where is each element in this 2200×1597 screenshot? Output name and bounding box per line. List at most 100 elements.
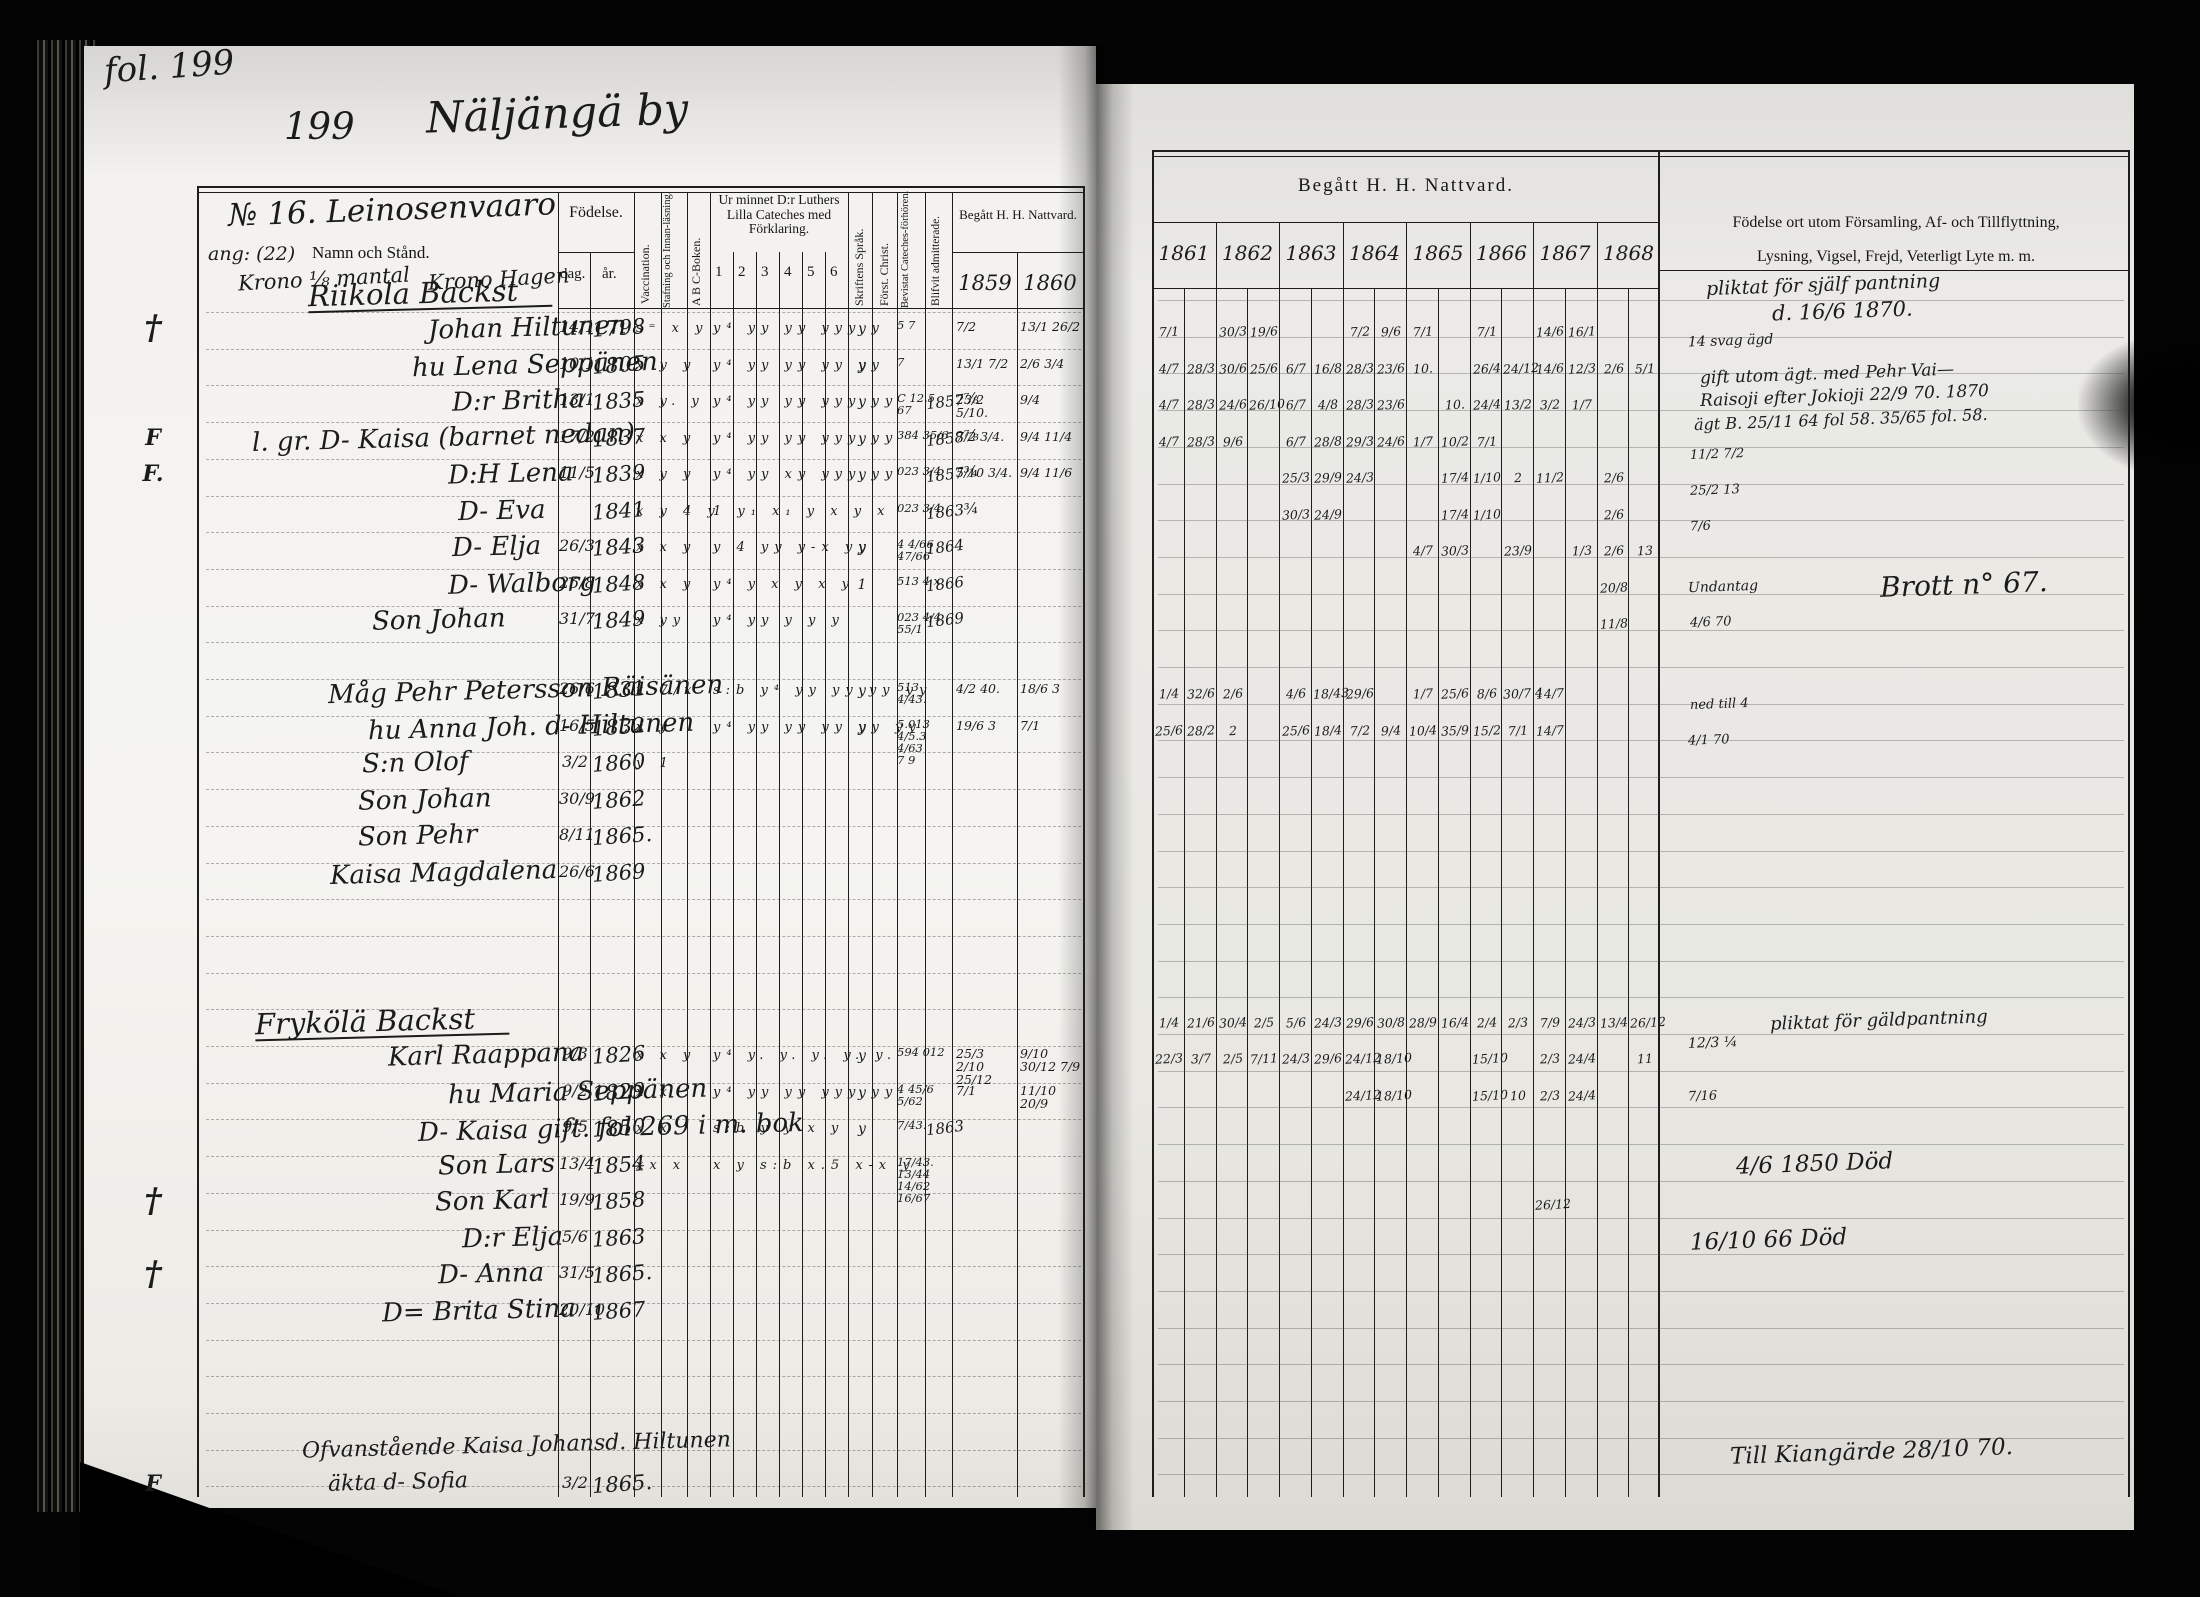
communion-entry: 2/3: [1507, 1014, 1529, 1031]
grid-line: [897, 192, 898, 1497]
ruled-line: [1158, 1290, 2124, 1292]
vaccination-marks: x y: [636, 720, 673, 735]
header-cateches: Ur minnet D:r Luthers Lilla Cateches med…: [718, 192, 840, 237]
ruled-line: [1158, 1144, 2124, 1146]
ruled-line: [206, 1413, 1081, 1414]
person-name: D= Brita Stina: [381, 1293, 577, 1329]
header-namn-och-stand: Namn och Stånd.: [312, 243, 430, 262]
birth-day: 9/2: [562, 1081, 588, 1100]
header-blifvit-admitterade: Blifvit admitterade.: [930, 215, 942, 306]
grid-line: [1533, 222, 1534, 1497]
header-stafning: Stafning och Innan-läsning.: [662, 191, 673, 308]
ruled-line: [1158, 777, 2124, 779]
communion-entry: 24/3: [1345, 469, 1374, 486]
communion-entry: 2/5: [1253, 1014, 1275, 1031]
vaccination-marks: xx x: [636, 1158, 687, 1173]
communion-entry: 4/7: [1158, 433, 1180, 450]
communion-entry: 25/6: [1281, 722, 1311, 739]
communion-entry: 9/4: [1380, 722, 1402, 739]
grid-line: [1628, 288, 1630, 1497]
nattvard-1860: 9/4 11/6: [1020, 465, 1073, 480]
communion-entry: 24/12: [1344, 1049, 1381, 1067]
ruled-line: [206, 935, 1081, 937]
communion-entry: 28/3: [1186, 396, 1216, 413]
communion-entry: 4/6: [1285, 685, 1307, 702]
margin-note: 25/2 13: [1689, 482, 1741, 499]
ruled-line: [206, 862, 1081, 864]
vaccination-marks: x x y: [636, 577, 697, 592]
communion-entry: 9/6: [1380, 323, 1402, 340]
birth-day: 26/6: [559, 679, 595, 698]
communion-entry: 24/4: [1567, 1087, 1597, 1104]
grid-line: [1083, 186, 1085, 1497]
ruled-line: [206, 605, 1081, 607]
grid-line: [872, 192, 873, 1497]
communion-entry: 11/2: [1535, 469, 1565, 486]
grid-line: [1469, 222, 1471, 1497]
communion-entry: 2/5: [1222, 1050, 1243, 1067]
communion-entry: 26/12: [1629, 1013, 1667, 1031]
cateches-marks: y⁴ yy xy yyy yy: [713, 467, 899, 482]
communion-entry: 15/2: [1472, 722, 1501, 739]
birth-day: 26/3: [559, 536, 595, 555]
ruled-line: [206, 972, 1081, 974]
ruled-line: [1158, 1474, 2124, 1476]
communion-entry: 5/6: [1285, 1014, 1307, 1031]
grid-line: [1660, 270, 2128, 271]
communion-entry: 28/8: [1313, 433, 1343, 450]
grid-line: [710, 192, 711, 1497]
ruled-line: [1158, 410, 2124, 412]
communion-entry: 1/4: [1158, 685, 1180, 702]
birth-day: 11/5: [559, 463, 595, 482]
header-nattvard-right: Begått H. H. Nattvard.: [1297, 175, 1514, 196]
header-notes-line1: Födelse ort utom Församling, Af- och Til…: [1732, 214, 2060, 231]
margin-note: 14 svag ägd: [1687, 331, 1774, 351]
communion-entry: 23/9: [1503, 542, 1533, 559]
vaccination-marks: x yy: [636, 613, 687, 628]
cateches-visits: 7: [897, 355, 905, 369]
script-mark: y: [858, 321, 866, 337]
grid-line: [1596, 222, 1598, 1497]
header-fodelse: Födelse.: [558, 204, 634, 221]
grid-line: [756, 252, 757, 1497]
ruled-line: [206, 642, 1081, 644]
year-1861: 1861: [1158, 241, 1210, 265]
margin-note: Brott n° 67.: [1879, 565, 2049, 604]
ruled-line: [206, 679, 1081, 680]
person-name: Son Johan: [371, 603, 506, 637]
ruled-line: [206, 1009, 1081, 1011]
village-title: Näljängä by: [425, 84, 690, 144]
right-page: [1096, 84, 2134, 1530]
communion-entry: 25/6: [1154, 722, 1184, 739]
vaccination-marks: x y. y: [636, 394, 705, 409]
cateches-marks: y⁴ yy y y y: [713, 613, 845, 628]
nattvard-1859: 23/2 5/10.: [956, 392, 989, 420]
ruled-line: [206, 789, 1081, 791]
grid-line: [1152, 150, 1154, 1497]
communion-entry: 11/8: [1599, 615, 1628, 632]
person-name: D:r Elja: [461, 1221, 564, 1255]
communion-entry: 30/3: [1281, 506, 1311, 523]
communion-entry: 6/7: [1285, 433, 1307, 450]
communion-entry: 2/6: [1603, 360, 1624, 377]
communion-entry: 26/12: [1534, 1195, 1572, 1213]
ruled-line: [1158, 740, 2124, 742]
communion-entry: 4/7: [1158, 396, 1180, 413]
header-dag: dag.: [560, 266, 586, 282]
communion-entry: 2/6: [1603, 542, 1624, 559]
communion-entry: 32/6: [1186, 685, 1216, 702]
margin-mark: F: [145, 425, 161, 451]
vaccination-marks: y 1: [636, 756, 674, 771]
header-forst-christ: Först. Christ.: [877, 242, 891, 306]
ruled-line: [206, 568, 1081, 570]
margin-note: 16/10 66 Död: [1689, 1224, 1848, 1256]
grid-line: [1658, 150, 1660, 1497]
birth-year: 1869: [591, 859, 647, 887]
grid-line: [1374, 288, 1376, 1497]
nattvard-1860: 9/10 30/12 7/9: [1020, 1046, 1081, 1074]
margin-mark: †: [144, 1254, 162, 1294]
communion-entry: 30/6: [1218, 360, 1247, 377]
year-1859: 1859: [958, 271, 1012, 295]
household-name: Riikola Backst: [308, 274, 553, 314]
person-name: Karl Raappana: [387, 1037, 585, 1073]
